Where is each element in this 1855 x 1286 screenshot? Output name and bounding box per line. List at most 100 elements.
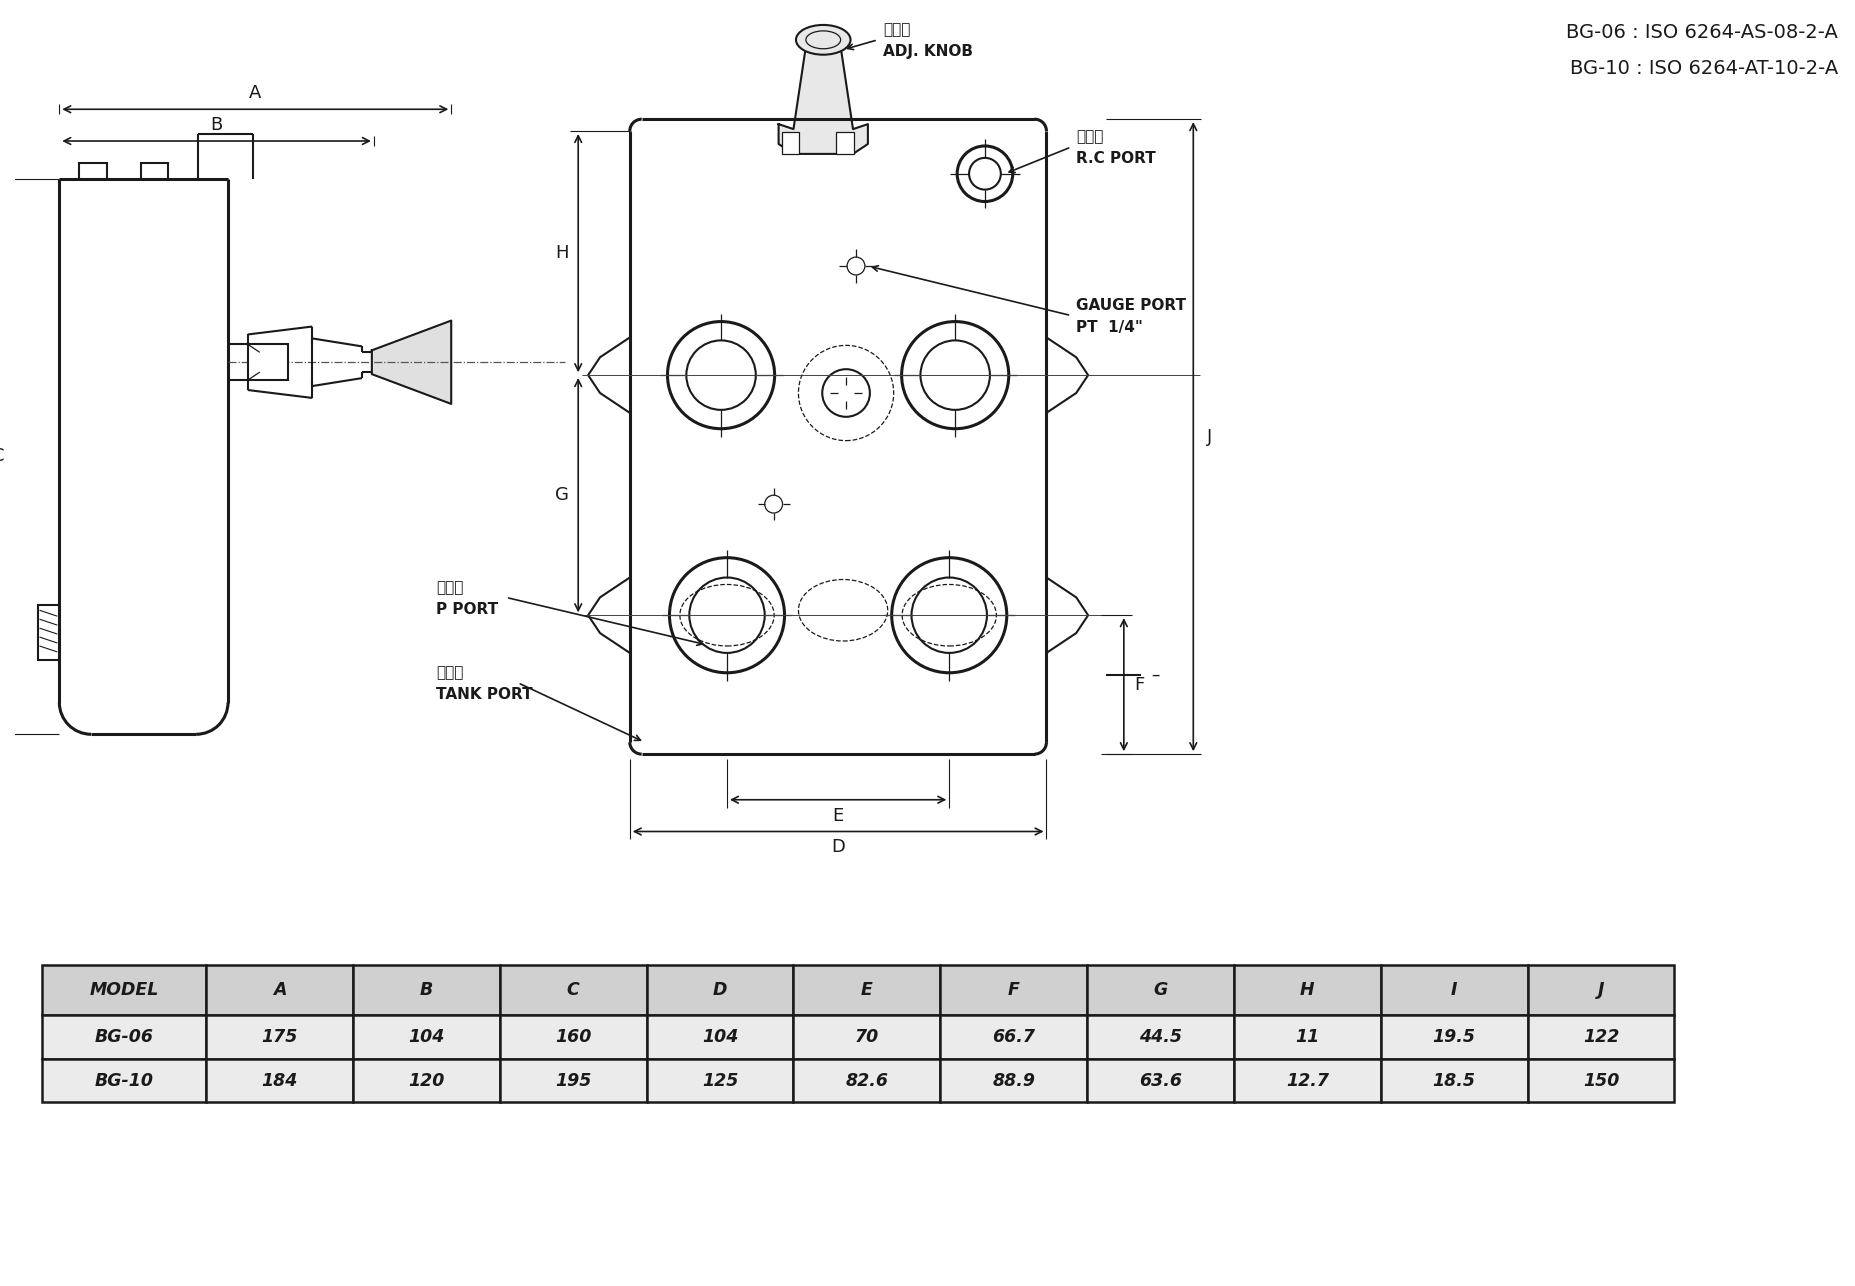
Text: MODEL: MODEL [89,981,160,999]
Text: 12.7: 12.7 [1286,1071,1328,1089]
Bar [1087,966,1234,1015]
Text: F: F [1007,981,1018,999]
Text: 19.5: 19.5 [1432,1028,1475,1046]
Text: TANK PORT: TANK PORT [436,687,532,702]
Text: 175: 175 [262,1028,297,1046]
Circle shape [670,558,785,673]
Text: 調節鈕: 調節鈕 [883,22,909,37]
Text: BG-06 : ISO 6264-AS-08-2-A: BG-06 : ISO 6264-AS-08-2-A [1566,23,1836,42]
Text: 44.5: 44.5 [1139,1028,1182,1046]
Circle shape [668,322,774,428]
Text: 63.6: 63.6 [1139,1071,1182,1089]
Text: G: G [1152,981,1167,999]
Bar [1380,1058,1527,1102]
Text: E: E [861,981,872,999]
Bar [1527,1015,1673,1058]
Bar [1087,1058,1234,1102]
Bar [43,1058,206,1102]
Polygon shape [371,320,451,404]
Text: 184: 184 [262,1071,297,1089]
Text: E: E [833,806,844,824]
Ellipse shape [796,24,850,55]
Text: ADJ. KNOB: ADJ. KNOB [883,44,972,59]
Text: I: I [1451,981,1456,999]
Bar [80,163,108,179]
Text: PT  1/4": PT 1/4" [1076,320,1143,336]
Bar [206,966,352,1015]
Text: 82.6: 82.6 [844,1071,889,1089]
Circle shape [822,369,870,417]
Text: G: G [555,486,569,504]
Text: 18.5: 18.5 [1432,1071,1475,1089]
Bar [352,1015,499,1058]
Text: R.C PORT: R.C PORT [1076,152,1156,166]
Text: 195: 195 [555,1071,592,1089]
Bar [1380,1015,1527,1058]
Text: B: B [210,116,223,134]
Text: H: H [555,244,569,262]
Bar [1527,966,1673,1015]
Text: D: D [831,838,844,856]
Bar [1380,966,1527,1015]
Text: 11: 11 [1295,1028,1319,1046]
Bar [781,132,800,154]
Bar [43,966,206,1015]
Bar [1234,1015,1380,1058]
Text: 104: 104 [408,1028,445,1046]
Text: B: B [419,981,432,999]
Text: GAUGE PORT: GAUGE PORT [1076,298,1185,314]
Polygon shape [779,30,868,154]
Text: C: C [0,448,4,466]
Text: 88.9: 88.9 [992,1071,1035,1089]
Bar [352,1058,499,1102]
Text: H: H [1300,981,1313,999]
Text: F: F [1133,675,1145,693]
Bar [43,1015,206,1058]
Bar [940,966,1087,1015]
Text: BG-10: BG-10 [95,1071,154,1089]
Text: –: – [1150,666,1159,684]
Text: BG-06: BG-06 [95,1028,154,1046]
Bar [249,345,288,381]
Text: D: D [712,981,727,999]
Text: 壓力口: 壓力口 [436,580,464,595]
Bar [794,966,940,1015]
Bar [646,1058,794,1102]
Text: J: J [1597,981,1603,999]
Text: 104: 104 [701,1028,738,1046]
Bar [352,966,499,1015]
Bar [1087,1015,1234,1058]
Circle shape [890,558,1005,673]
Text: 70: 70 [855,1028,879,1046]
Text: 150: 150 [1582,1071,1618,1089]
Text: A: A [249,85,262,103]
Bar [141,163,169,179]
Text: 122: 122 [1582,1028,1618,1046]
Text: J: J [1206,428,1211,446]
Text: C: C [566,981,579,999]
Bar [940,1058,1087,1102]
Bar [1527,1058,1673,1102]
Circle shape [957,147,1013,202]
Text: BG-10 : ISO 6264-AT-10-2-A: BG-10 : ISO 6264-AT-10-2-A [1569,59,1836,77]
Bar [499,966,646,1015]
Text: 160: 160 [555,1028,592,1046]
Text: 回油口: 回油口 [436,665,464,680]
Bar [37,606,59,660]
Text: 66.7: 66.7 [992,1028,1035,1046]
Bar [206,1015,352,1058]
Bar [499,1015,646,1058]
Bar [1234,1058,1380,1102]
Text: 125: 125 [701,1071,738,1089]
Text: A: A [273,981,286,999]
Circle shape [902,322,1009,428]
Bar [794,1015,940,1058]
Text: P PORT: P PORT [436,602,499,617]
Bar [837,132,853,154]
Bar [1234,966,1380,1015]
Bar [206,1058,352,1102]
Bar [940,1015,1087,1058]
Bar [499,1058,646,1102]
Bar [794,1058,940,1102]
Bar [646,966,794,1015]
